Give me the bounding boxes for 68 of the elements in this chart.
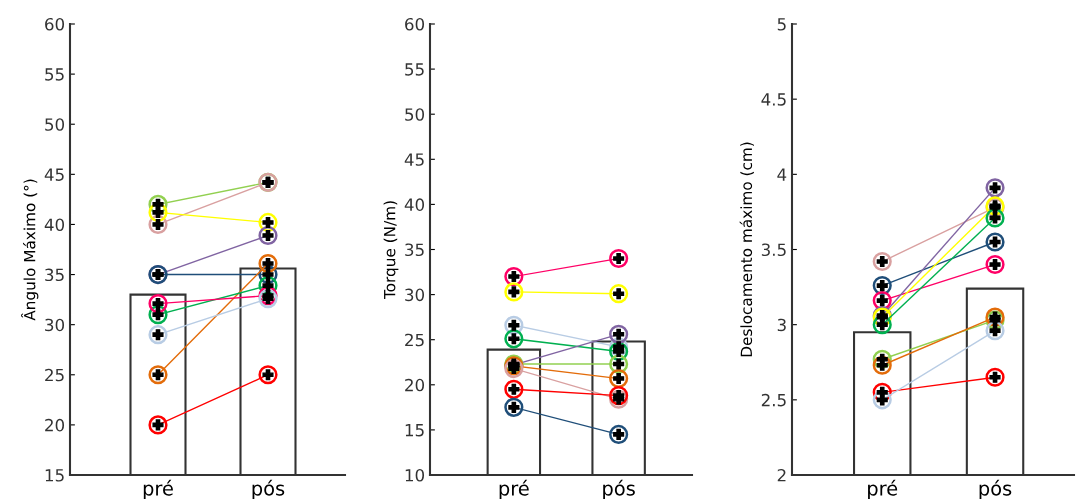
y-tick-label: 45 [44,168,64,181]
point [148,365,168,385]
y-tick-label: 40 [44,218,65,232]
point [148,294,168,314]
y-tick-label: 55 [405,63,424,76]
y-tick-label: 50 [405,108,425,121]
point [985,367,1005,387]
y-tick-label: 55 [45,68,64,81]
y-tick-label: 25 [45,368,64,382]
y-tick-label: 30 [405,288,425,302]
point [609,354,629,374]
x-tick-label: pré [499,479,529,499]
point [985,232,1005,252]
y-tick-label: 3.5 [761,243,786,257]
point [872,355,892,375]
point [609,368,629,389]
point [504,282,524,302]
x-tick-label: pós [252,479,285,499]
y-tick-label: 40 [404,198,425,211]
x-tick-label: pós [603,479,635,499]
y-tick-label: 4.5 [761,93,786,106]
x-tick-label: pós [979,479,1012,499]
point [609,341,629,362]
point [985,254,1005,275]
point [258,365,278,385]
point [985,178,1005,198]
y-tick-label: 3 [777,318,786,332]
y-tick-label: 15 [405,424,424,437]
y-tick-label: 2 [777,468,786,482]
y-tick-label: 60 [45,17,65,31]
y-axis-title: Deslocamento máximo (cm) [739,142,754,357]
point [504,379,524,399]
point [609,424,629,444]
y-tick-label: 60 [405,17,425,31]
point [504,329,524,349]
y-tick-label: 25 [405,333,424,347]
y-tick-label: 5 [777,18,786,31]
point [148,325,168,345]
y-tick-label: 20 [405,378,425,392]
y-tick-label: 50 [45,118,65,131]
y-tick-label: 45 [404,153,424,166]
point [609,248,629,269]
point [148,415,168,435]
y-axis-title: Ângulo Máximo (°) [21,179,39,321]
y-tick-label: 35 [405,243,424,257]
y-tick-label: 35 [45,268,64,282]
y-tick-label: 2.5 [761,393,786,407]
point [148,202,168,222]
point [609,324,629,344]
point [258,225,278,246]
point [872,251,892,272]
point [872,315,892,335]
y-tick-label: 15 [45,469,64,482]
y-axis-title: Torque (N/m) [383,201,399,300]
point [985,321,1005,341]
point [258,253,278,274]
y-tick-label: 4 [777,168,787,181]
y-tick-label: 20 [45,418,65,432]
point [872,390,892,410]
y-tick-label: 10 [405,468,425,482]
x-tick-label: pré [868,479,898,499]
point [148,214,168,235]
point [985,208,1005,228]
y-tick-label: 30 [45,318,65,332]
point [504,397,524,417]
point [258,212,278,233]
x-tick-label: pré [143,479,173,499]
point [609,284,629,304]
